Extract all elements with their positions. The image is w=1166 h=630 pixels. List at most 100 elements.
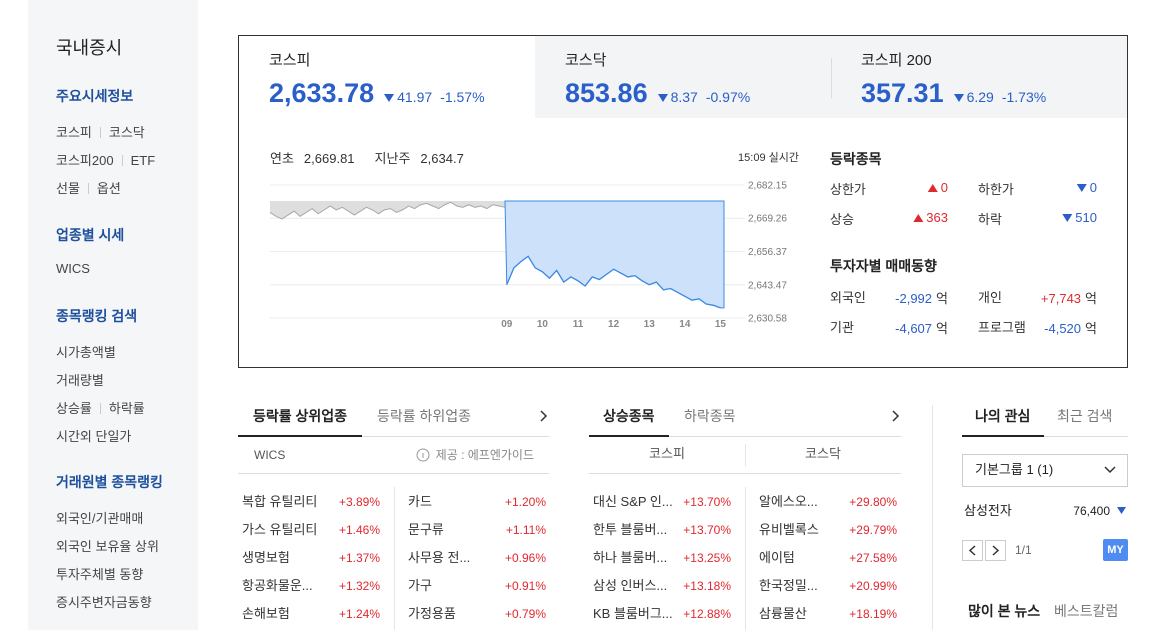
mover-value: 363 (913, 210, 948, 225)
row-rate: +27.58% (849, 551, 897, 565)
index-rate: -0.97% (705, 89, 751, 105)
group-label: 기본그룹 1 (1) (975, 462, 1054, 477)
index-chart: 2,630.58 2,643.47 2,656.37 2,669.26 2,682.15… (269, 181, 787, 330)
next-icon[interactable] (540, 410, 548, 422)
info-icon[interactable] (416, 448, 430, 462)
my-badge-text[interactable]: MY (1107, 544, 1124, 556)
row-rate: +3.89% (338, 495, 380, 509)
menu-link[interactable]: 상승률 (56, 401, 92, 416)
menu-link[interactable]: 코스피 (56, 125, 92, 140)
tab[interactable]: 등락률 하위업종 (377, 408, 472, 424)
mover-count: 0 (940, 180, 948, 195)
row-name[interactable]: 가정용품 (408, 606, 456, 621)
row-name[interactable]: 한투 블룸버... (593, 522, 668, 537)
chart-time: 15:09 실시간 (738, 152, 799, 164)
page-indicator: 1/1 (1015, 543, 1032, 557)
investor-unit: 억 (936, 321, 948, 336)
menu-link[interactable]: 거래량별 (56, 373, 104, 388)
row-name[interactable]: 복합 유틸리티 (242, 494, 318, 509)
mover-value: 510 (1062, 210, 1097, 225)
menu-link[interactable]: 증시주변자금동향 (56, 595, 152, 610)
section-heading[interactable]: 종목랭킹 검색 (56, 308, 138, 324)
row-name[interactable]: 가스 유틸리티 (242, 522, 318, 537)
column-header[interactable]: 코스닥 (805, 446, 841, 461)
source-note: 제공 : 에프엔가이드 (435, 448, 534, 462)
row-name[interactable]: KB 블룸버그... (593, 606, 673, 621)
row-name[interactable]: 에이텀 (759, 550, 795, 565)
tab[interactable]: 베스트칼럼 (1054, 603, 1119, 619)
menu-link[interactable]: 선물 (56, 181, 80, 196)
row-name[interactable]: 손해보험 (242, 606, 290, 621)
row-name[interactable]: 유비벨록스 (759, 522, 819, 537)
row-name[interactable]: 한국정밀... (759, 578, 818, 593)
row-name[interactable]: 대신 S&P 인... (593, 494, 673, 509)
index-name[interactable]: 코스닥 (565, 52, 607, 69)
row-rate: +12.88% (683, 607, 731, 621)
menu-link[interactable]: 시간외 단일가 (56, 429, 132, 444)
menu-row: 증시주변자금동향 (56, 592, 152, 611)
next-icon (992, 545, 1000, 556)
row-name[interactable]: 가구 (408, 578, 432, 593)
tab-active[interactable]: 나의 관심 (975, 408, 1031, 424)
down-icon (1062, 214, 1073, 222)
investor-amount: +7,743 (1040, 291, 1082, 306)
x-tick-label: 10 (537, 319, 549, 330)
prev-button[interactable] (962, 540, 983, 561)
index-change: 8.37 (670, 89, 698, 105)
menu-link[interactable]: WICS (56, 261, 90, 276)
row-rate: +1.11% (505, 523, 546, 537)
tab[interactable]: 최근 검색 (1057, 408, 1113, 424)
row-name[interactable]: 생명보험 (242, 550, 290, 565)
tab-active[interactable]: 등락률 상위업종 (253, 408, 348, 424)
menu-link[interactable]: 하락률 (99, 402, 145, 415)
menu-link[interactable]: 코스피200 (56, 153, 114, 168)
row-name[interactable]: 문구류 (408, 522, 444, 537)
row-rate: +0.96% (504, 551, 546, 565)
mover-value: 0 (927, 180, 948, 195)
section-heading[interactable]: 업종별 시세 (56, 227, 125, 243)
row-name[interactable]: 삼성 인버스... (593, 578, 668, 593)
investor-value: -4,520 억 (1044, 318, 1097, 337)
row-rate: +1.46% (338, 523, 380, 537)
menu-link[interactable]: 코스닥 (99, 126, 145, 139)
next-button[interactable] (985, 540, 1006, 561)
menu-row: 시가총액별 (56, 342, 116, 361)
tab-active[interactable]: 상승종목 (603, 408, 655, 424)
menu-link[interactable]: 시가총액별 (56, 345, 116, 360)
investor-value: -2,992 억 (895, 288, 948, 307)
tab-active[interactable]: 많이 본 뉴스 (968, 603, 1041, 619)
next-icon[interactable] (892, 410, 900, 422)
row-name[interactable]: 삼륭물산 (759, 606, 807, 621)
row-rate: +20.99% (849, 579, 897, 593)
index-change: 41.97 (397, 89, 433, 105)
menu-row: 투자주체별 동향 (56, 564, 143, 583)
x-tick-label: 13 (644, 319, 656, 330)
menu-link[interactable]: 외국인 보유율 상위 (56, 539, 159, 554)
index-name[interactable]: 코스피 200 (861, 52, 932, 69)
menu-link[interactable]: ETF (121, 154, 155, 167)
menu-link[interactable]: 옵션 (87, 182, 121, 195)
info-label: 연초 (270, 151, 294, 166)
row-name[interactable]: 하나 블룸버... (593, 550, 668, 565)
section-heading[interactable]: 주요시세정보 (56, 88, 134, 104)
mover-count: 0 (1089, 180, 1097, 195)
section-heading[interactable]: 거래원별 종목랭킹 (56, 474, 163, 490)
stock-name[interactable]: 삼성전자 (964, 503, 1012, 518)
info-label: 지난주 (374, 151, 411, 166)
index-name[interactable]: 코스피 (269, 52, 311, 69)
row-name[interactable]: 카드 (408, 494, 432, 509)
down-icon (953, 94, 964, 102)
menu-link[interactable]: 투자주체별 동향 (56, 567, 144, 582)
investor-label: 개인 (978, 290, 1002, 305)
tab[interactable]: 하락종목 (684, 408, 736, 424)
investors-title: 투자자별 매매동향 (830, 258, 937, 274)
mover-label: 하한가 (978, 182, 1014, 197)
menu-row: 선물 옵션 (56, 178, 121, 197)
row-name[interactable]: 알에스오... (759, 494, 818, 509)
row-name[interactable]: 사무용 전... (408, 550, 471, 565)
column-header[interactable]: 코스피 (649, 446, 685, 461)
investor-value: +7,743 억 (1041, 288, 1097, 307)
row-name[interactable]: 항공화물운... (242, 578, 313, 593)
menu-link[interactable]: 외국인/기관매매 (56, 511, 144, 526)
